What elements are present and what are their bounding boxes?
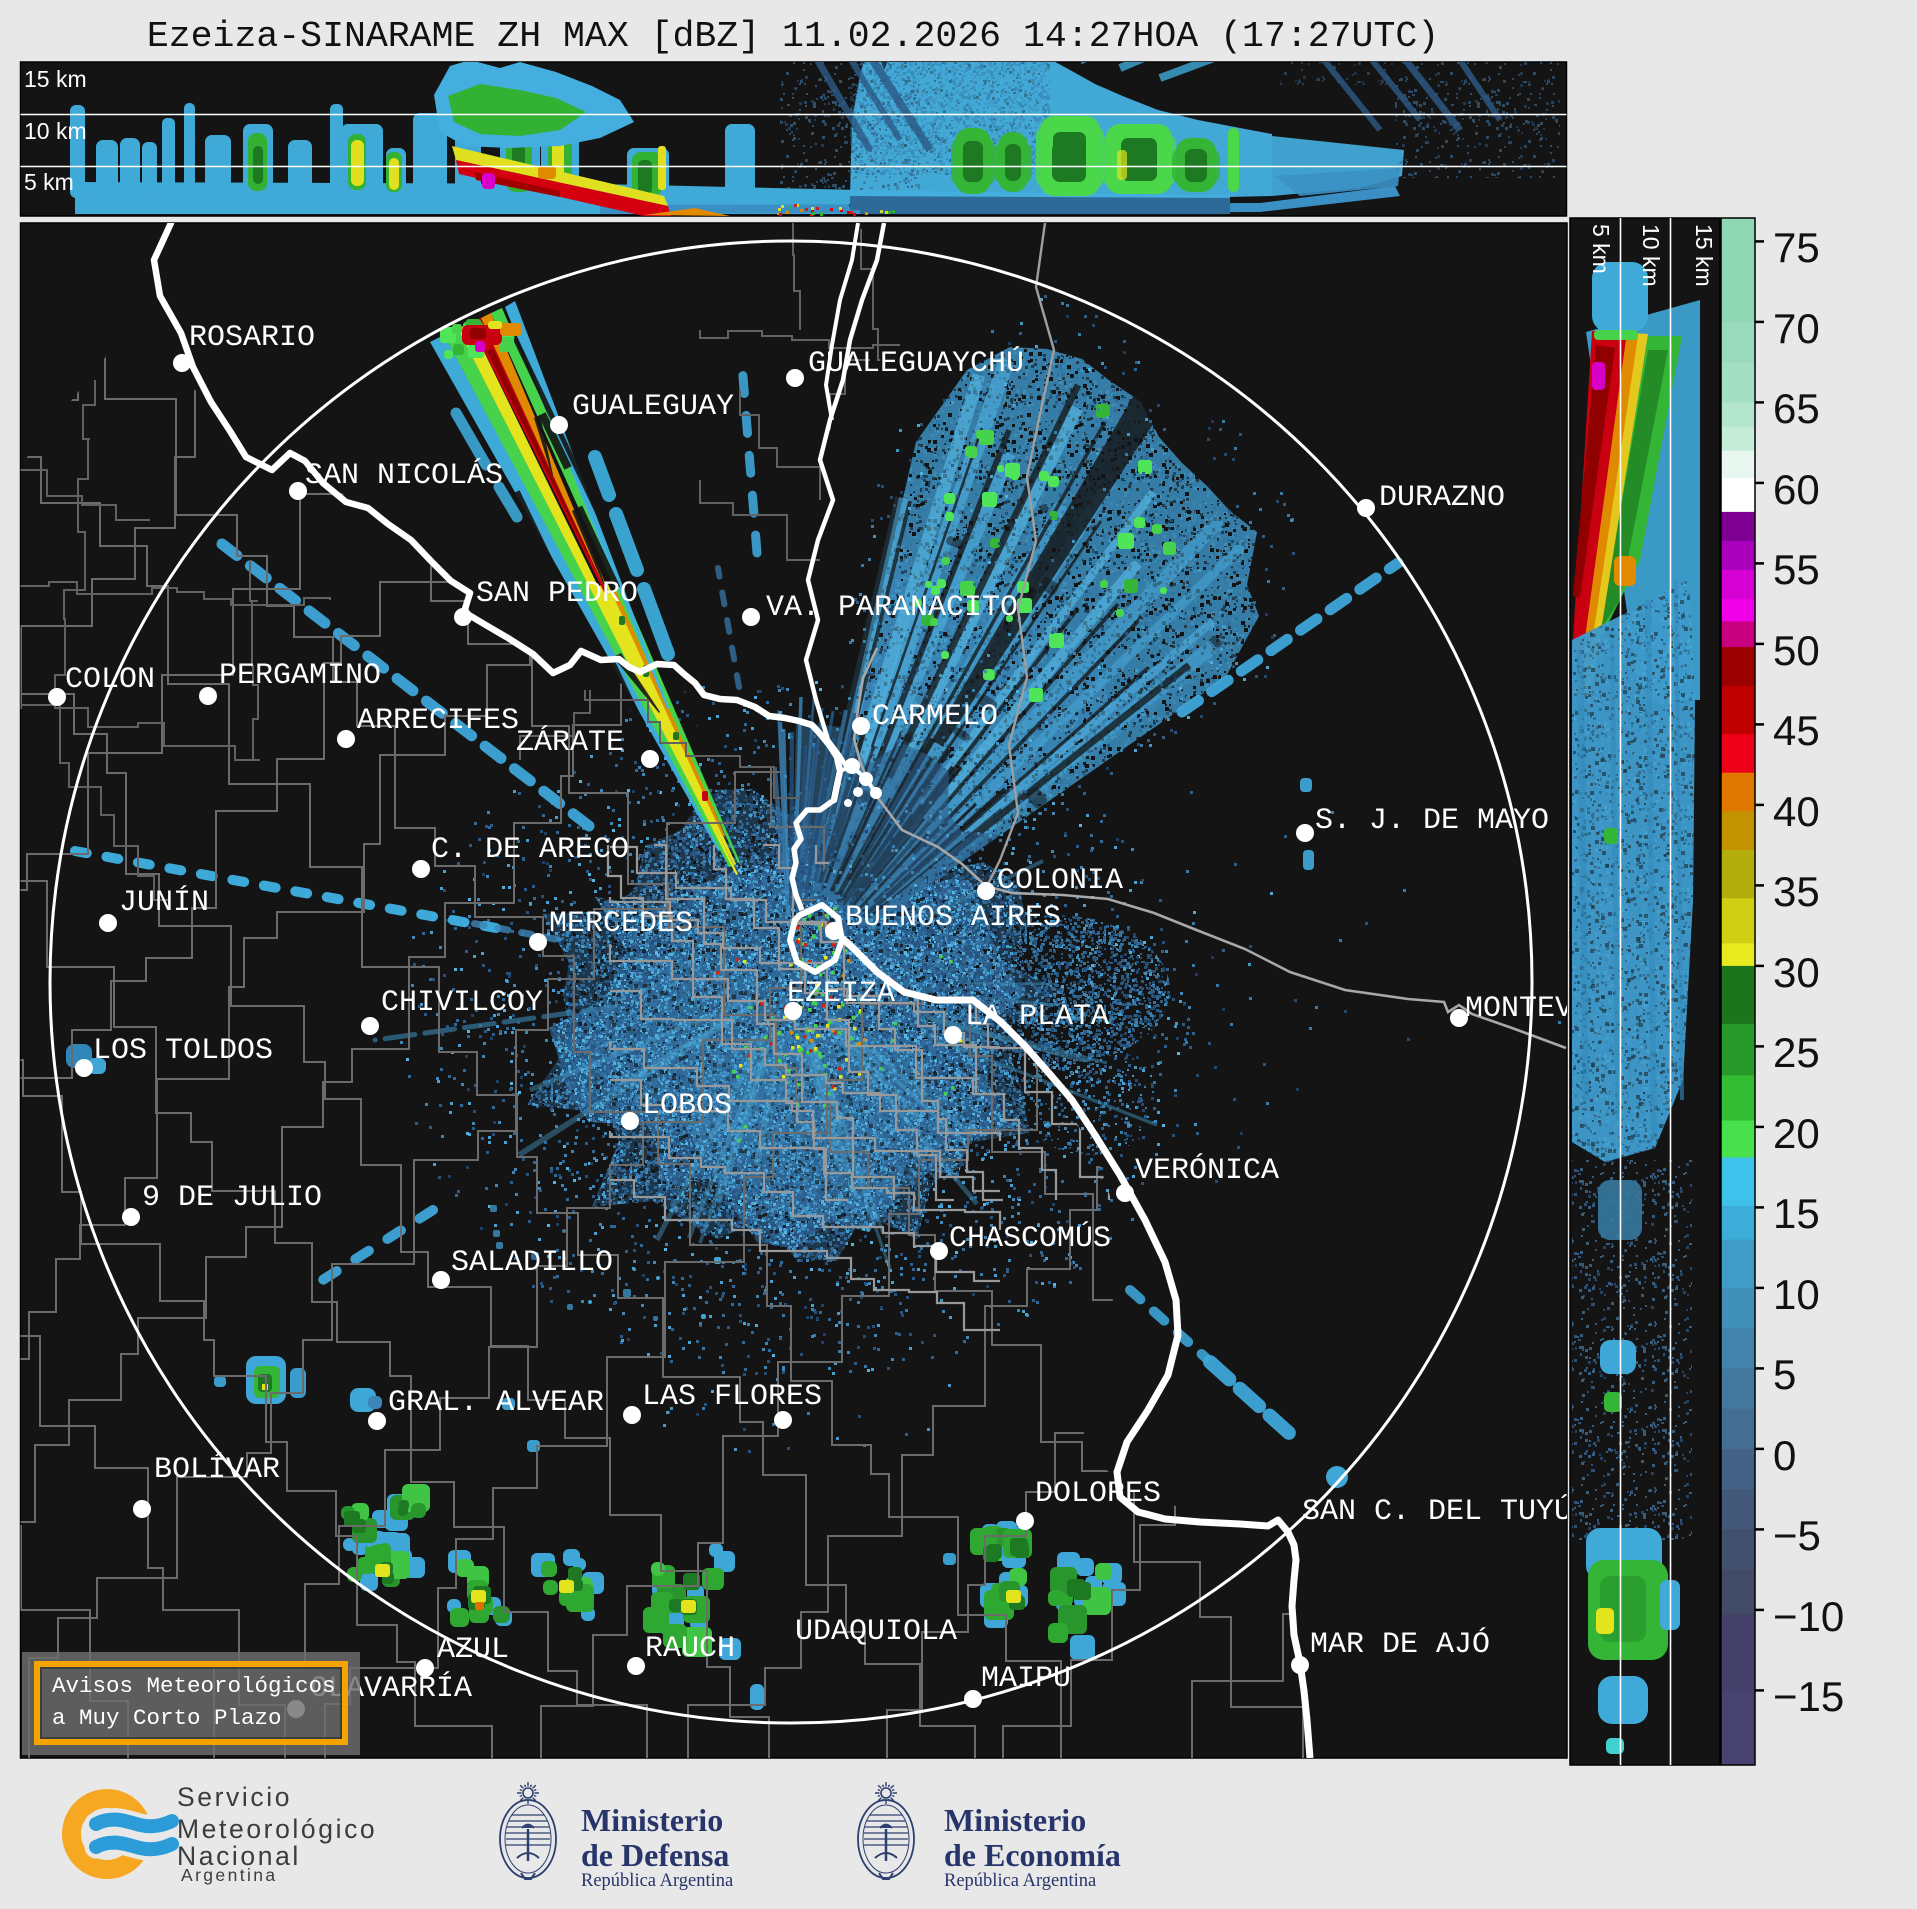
svg-text:VA. PARANACITO: VA. PARANACITO [766,591,1018,625]
svg-text:S. J. DE MAYO: S. J. DE MAYO [1315,804,1549,838]
svg-text:VERÓNICA: VERÓNICA [1135,1153,1279,1188]
svg-text:LOS TOLDOS: LOS TOLDOS [93,1034,273,1068]
svg-text:10 km: 10 km [1638,224,1664,287]
svg-text:0: 0 [1773,1432,1796,1479]
svg-text:35: 35 [1773,868,1820,915]
svg-text:DOLORES: DOLORES [1035,1477,1161,1511]
svg-text:GUALEGUAY: GUALEGUAY [572,390,734,424]
svg-text:LAS FLORES: LAS FLORES [642,1380,822,1414]
svg-text:República Argentina: República Argentina [944,1871,1096,1891]
svg-text:SALADILLO: SALADILLO [451,1246,613,1280]
svg-text:SAN C. DEL TUYÚ: SAN C. DEL TUYÚ [1302,1494,1572,1529]
svg-text:65: 65 [1773,385,1820,432]
svg-text:RAUCH: RAUCH [645,1632,735,1666]
svg-text:CHIVILCOY: CHIVILCOY [381,986,543,1020]
svg-text:Argentina: Argentina [181,1865,278,1885]
svg-text:de Economía: de Economía [944,1837,1121,1873]
svg-text:GRAL. ALVEAR: GRAL. ALVEAR [388,1386,604,1420]
svg-text:5: 5 [1773,1351,1796,1398]
svg-text:MAR DE AJÓ: MAR DE AJÓ [1310,1627,1490,1662]
svg-text:50: 50 [1773,627,1820,674]
svg-text:55: 55 [1773,546,1820,593]
svg-text:−15: −15 [1773,1673,1844,1720]
svg-text:BOLÍVAR: BOLÍVAR [154,1452,280,1487]
svg-text:70: 70 [1773,305,1820,352]
svg-text:5 km: 5 km [1588,224,1614,274]
svg-text:ZÁRATE: ZÁRATE [516,725,624,760]
svg-text:Ministerio: Ministerio [581,1802,723,1838]
svg-text:EZEIZA: EZEIZA [787,977,895,1011]
svg-text:DURAZNO: DURAZNO [1379,481,1505,515]
svg-text:5 km: 5 km [24,169,74,195]
svg-text:10: 10 [1773,1271,1820,1318]
svg-text:de Defensa: de Defensa [581,1837,729,1873]
svg-text:Servicio: Servicio [177,1782,292,1812]
svg-text:SAN PEDRO: SAN PEDRO [476,577,638,611]
svg-text:UDAQUIOLA: UDAQUIOLA [795,1615,957,1649]
svg-text:9 DE JULIO: 9 DE JULIO [142,1181,322,1215]
svg-text:40: 40 [1773,788,1820,835]
svg-text:Ezeiza-SINARAME ZH MAX [dBZ] 1: Ezeiza-SINARAME ZH MAX [dBZ] 11.02.2026 … [147,16,1439,57]
svg-text:60: 60 [1773,466,1820,513]
svg-text:PERGAMINO: PERGAMINO [219,659,381,693]
svg-text:COLONIA: COLONIA [997,864,1123,898]
svg-text:10 km: 10 km [24,118,87,144]
svg-text:CARMELO: CARMELO [872,700,998,734]
svg-text:Ministerio: Ministerio [944,1802,1086,1838]
svg-text:a Muy Corto Plazo: a Muy Corto Plazo [52,1705,282,1731]
svg-text:C. DE ARECO: C. DE ARECO [431,833,629,867]
svg-text:−10: −10 [1773,1593,1844,1640]
svg-text:75: 75 [1773,224,1820,271]
svg-text:CHASCOMÚS: CHASCOMÚS [949,1221,1111,1256]
svg-text:MERCEDES: MERCEDES [549,907,693,941]
svg-text:ROSARIO: ROSARIO [189,321,315,355]
svg-text:25: 25 [1773,1029,1820,1076]
svg-text:Nacional: Nacional [177,1841,301,1871]
svg-text:15: 15 [1773,1190,1820,1237]
svg-text:AZUL: AZUL [437,1633,509,1667]
svg-text:ARRECIFES: ARRECIFES [357,704,519,738]
svg-text:LOBOS: LOBOS [642,1089,732,1123]
svg-text:GUALEGUAYCHÚ: GUALEGUAYCHÚ [808,346,1024,381]
svg-text:República Argentina: República Argentina [581,1871,733,1891]
svg-text:MONTEV: MONTEV [1465,992,1573,1026]
svg-text:30: 30 [1773,949,1820,996]
svg-text:45: 45 [1773,707,1820,754]
svg-text:MAIPU: MAIPU [981,1662,1071,1696]
svg-text:20: 20 [1773,1110,1820,1157]
svg-text:Meteorológico: Meteorológico [177,1814,377,1844]
svg-text:JUNÍN: JUNÍN [119,885,209,920]
svg-text:Avisos Meteorológicos: Avisos Meteorológicos [52,1673,336,1699]
svg-text:COLON: COLON [65,663,155,697]
svg-text:SAN NICOLÁS: SAN NICOLÁS [305,458,503,493]
svg-text:LA PLATA: LA PLATA [965,1000,1109,1034]
svg-text:15 km: 15 km [24,66,87,92]
svg-text:−5: −5 [1773,1512,1821,1559]
svg-text:BUENOS AIRES: BUENOS AIRES [845,901,1061,935]
svg-text:15 km: 15 km [1691,224,1717,287]
